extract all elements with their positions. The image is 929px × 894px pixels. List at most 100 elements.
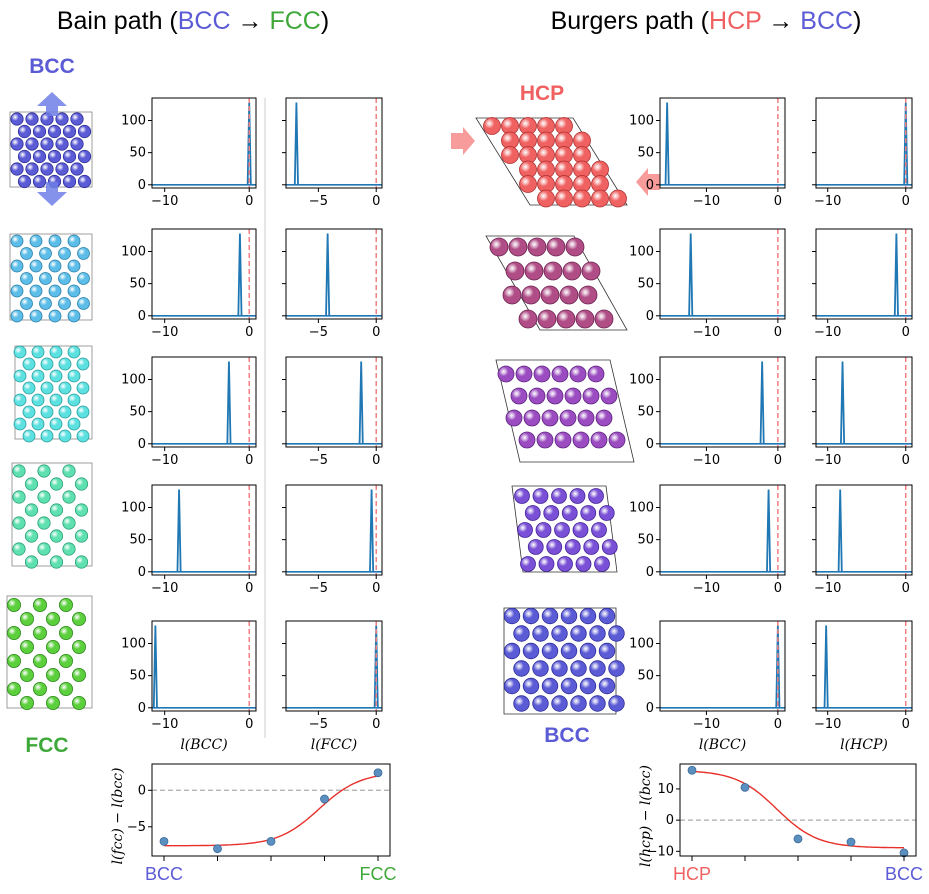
atom xyxy=(554,431,572,449)
atom xyxy=(58,405,72,419)
y-tick-label: 100 xyxy=(121,501,146,516)
arrow-head xyxy=(37,182,67,206)
y-tick-label: 50 xyxy=(129,669,146,684)
x-tick-label: −10 xyxy=(151,581,178,596)
atom xyxy=(29,234,43,248)
atom xyxy=(609,189,627,208)
x-tick-label: −10 xyxy=(693,581,720,596)
atom xyxy=(74,555,89,569)
atom xyxy=(10,284,24,298)
cell-box xyxy=(485,235,628,331)
y-tick-label: 50 xyxy=(637,533,654,548)
atom xyxy=(31,417,45,431)
atom xyxy=(513,660,530,677)
atom xyxy=(37,464,51,478)
category-label: HCP xyxy=(673,864,711,884)
left-title-from: BCC xyxy=(178,7,231,35)
y-tick-label: 0 xyxy=(138,701,146,716)
atom xyxy=(76,429,90,443)
burgers-l-hcp-panel-0: −10 0 xyxy=(812,97,913,209)
x-tick-label: 0 xyxy=(245,717,253,732)
y-tick-label: 0 xyxy=(646,437,654,452)
category-label: BCC xyxy=(145,864,183,884)
x-tick-label: 0 xyxy=(774,194,782,209)
panel-frame xyxy=(815,97,913,189)
atom xyxy=(40,405,54,419)
atom xyxy=(503,642,521,660)
atom xyxy=(59,654,74,669)
atom xyxy=(67,259,81,273)
category-label: FCC xyxy=(360,864,397,884)
bain-l-bcc-panel-4: 0 50 100 −10 0 xyxy=(121,620,257,732)
right-title-from: HCP xyxy=(709,7,761,35)
atom xyxy=(570,660,587,677)
atom xyxy=(573,189,591,208)
label-hcp-top: HCP xyxy=(520,82,564,105)
atom xyxy=(591,522,607,538)
expand-down-arrow xyxy=(37,182,67,206)
atom xyxy=(77,174,92,189)
bain-l-bcc-panel-2: 0 50 100 −10 0 xyxy=(121,356,257,468)
atom xyxy=(10,137,24,151)
label-fcc-bottom: FCC xyxy=(25,734,68,757)
atom xyxy=(40,429,54,443)
panel-frame xyxy=(659,484,786,576)
atom xyxy=(24,529,39,543)
left-title: Bain path (BCC → FCC) xyxy=(57,7,329,35)
atom xyxy=(522,607,540,625)
y-tick-label: 50 xyxy=(129,533,146,548)
atom xyxy=(570,625,587,642)
atom xyxy=(7,654,21,669)
atom xyxy=(520,556,536,572)
atom xyxy=(25,137,39,151)
atom xyxy=(489,237,509,257)
atom xyxy=(501,146,519,164)
x-tick-label: 0 xyxy=(372,717,380,732)
atom xyxy=(77,149,92,164)
atom xyxy=(10,234,24,248)
right-title-to: BCC xyxy=(800,7,853,35)
x-tick-label: −10 xyxy=(693,717,720,732)
y-tick-label: 100 xyxy=(629,501,654,516)
right-title-prefix: Burgers path ( xyxy=(551,7,710,35)
atom xyxy=(591,189,609,208)
shear-right-arrow xyxy=(451,127,475,155)
bain-l-bcc-panel-3: 0 50 100 −10 0 xyxy=(121,484,257,596)
atom xyxy=(74,477,89,491)
atom xyxy=(29,309,43,323)
atom xyxy=(517,522,533,538)
atom xyxy=(19,696,34,711)
atom xyxy=(74,503,89,517)
y-tick-label: −5 xyxy=(127,820,146,835)
atom xyxy=(541,642,559,660)
atom xyxy=(562,261,582,281)
atom xyxy=(532,625,549,642)
atom xyxy=(543,261,563,281)
atom xyxy=(19,668,34,683)
atom xyxy=(77,297,90,310)
atom xyxy=(55,137,69,151)
atom xyxy=(540,285,560,305)
cell-box xyxy=(511,485,618,573)
atom xyxy=(49,369,63,383)
atom xyxy=(47,124,62,139)
atom xyxy=(543,505,560,521)
x-tick-label: 0 xyxy=(774,453,782,468)
y-tick-label: 0 xyxy=(646,701,654,716)
cell-box xyxy=(495,359,635,463)
x-tick-label: 0 xyxy=(902,453,910,468)
atom xyxy=(7,598,21,613)
bain-structure-0 xyxy=(9,111,93,189)
atom xyxy=(514,488,530,504)
x-tick-label: 0 xyxy=(372,194,380,209)
atom xyxy=(59,682,74,697)
atom xyxy=(31,393,45,407)
atom xyxy=(564,539,581,555)
atom xyxy=(37,490,51,504)
atom xyxy=(523,409,541,427)
peak-line xyxy=(837,489,843,572)
atom xyxy=(575,556,592,572)
burgers-l-hcp-panel-1: −10 0 xyxy=(812,228,913,340)
atom xyxy=(13,417,27,431)
atom xyxy=(10,309,24,323)
